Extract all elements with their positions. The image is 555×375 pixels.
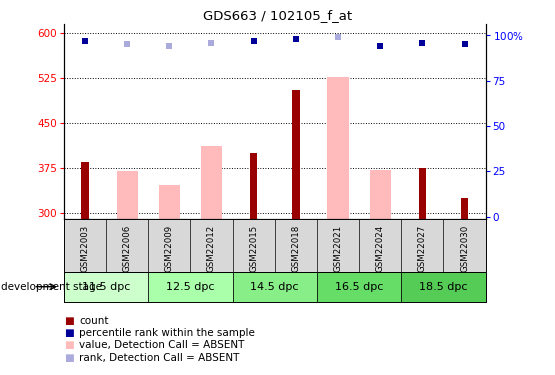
Text: value, Detection Call = ABSENT: value, Detection Call = ABSENT [79,340,245,350]
Bar [148,272,233,302]
Text: GSM22012: GSM22012 [207,225,216,272]
Bar [117,171,138,219]
Text: GSM22027: GSM22027 [418,225,427,272]
Text: GSM22021: GSM22021 [334,225,342,272]
Bar [159,184,180,219]
Text: development stage: development stage [1,282,102,292]
Text: 14.5 dpc: 14.5 dpc [250,282,299,292]
Bar [250,153,258,219]
Text: GSM22015: GSM22015 [249,225,258,272]
Bar [461,198,468,219]
Bar [401,272,486,302]
Text: GDS663 / 102105_f_at: GDS663 / 102105_f_at [203,9,352,22]
Text: ■: ■ [64,316,74,326]
Bar [370,170,391,219]
Bar [418,168,426,219]
Text: GSM22006: GSM22006 [123,225,132,272]
Bar [81,162,89,219]
Bar [317,272,401,302]
Bar [327,77,349,219]
Text: ■: ■ [64,340,74,350]
Bar [64,272,148,302]
Bar [201,146,222,219]
Text: GSM22030: GSM22030 [460,225,469,272]
Text: 12.5 dpc: 12.5 dpc [166,282,215,292]
Text: 16.5 dpc: 16.5 dpc [335,282,384,292]
Text: GSM22009: GSM22009 [165,225,174,272]
Text: 18.5 dpc: 18.5 dpc [419,282,468,292]
Text: ■: ■ [64,353,74,363]
Text: count: count [79,316,109,326]
Text: ■: ■ [64,328,74,338]
Text: 11.5 dpc: 11.5 dpc [82,282,130,292]
Text: GSM22024: GSM22024 [376,225,385,272]
Text: GSM22018: GSM22018 [291,225,300,272]
Text: percentile rank within the sample: percentile rank within the sample [79,328,255,338]
Bar [233,272,317,302]
Bar [292,90,300,219]
Text: rank, Detection Call = ABSENT: rank, Detection Call = ABSENT [79,353,240,363]
Text: GSM22003: GSM22003 [80,225,89,272]
